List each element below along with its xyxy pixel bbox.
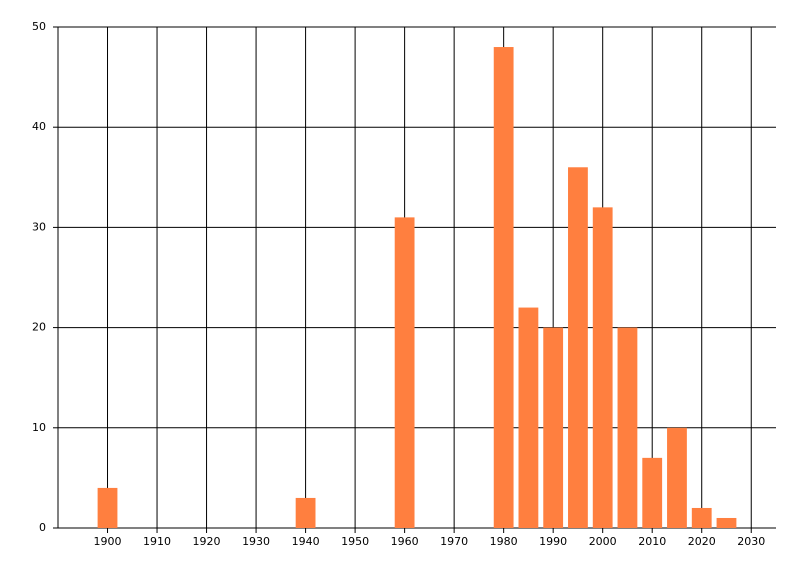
bar [543, 327, 564, 528]
x-tick-label: 2010 [638, 535, 666, 548]
bar [642, 457, 663, 528]
x-tick-label: 1960 [391, 535, 419, 548]
x-tick-label: 1910 [143, 535, 171, 548]
bar [394, 217, 415, 528]
x-tick-label: 2000 [589, 535, 617, 548]
x-tick-label: 1970 [440, 535, 468, 548]
bar [493, 47, 514, 528]
y-tick-label: 0 [39, 521, 46, 534]
y-tick-label: 50 [32, 20, 46, 33]
x-tick-label: 1950 [341, 535, 369, 548]
y-tick-label: 20 [32, 321, 46, 334]
x-tick-label: 1920 [193, 535, 221, 548]
bar [97, 487, 118, 528]
bar [592, 207, 613, 529]
x-tick-label: 1990 [539, 535, 567, 548]
bar [295, 497, 316, 528]
x-tick-label: 1900 [94, 535, 122, 548]
y-tick-label: 10 [32, 421, 46, 434]
x-tick-label: 1930 [242, 535, 270, 548]
bar [716, 517, 737, 528]
x-tick-label: 2030 [737, 535, 765, 548]
y-tick-label: 40 [32, 120, 46, 133]
bar [691, 507, 712, 528]
x-tick-label: 1980 [490, 535, 518, 548]
x-tick-label: 2020 [688, 535, 716, 548]
bar [568, 167, 588, 528]
bar [617, 327, 638, 528]
bar [667, 427, 687, 528]
x-tick-label: 1940 [292, 535, 320, 548]
y-tick-label: 30 [32, 220, 46, 233]
bar [518, 307, 539, 528]
